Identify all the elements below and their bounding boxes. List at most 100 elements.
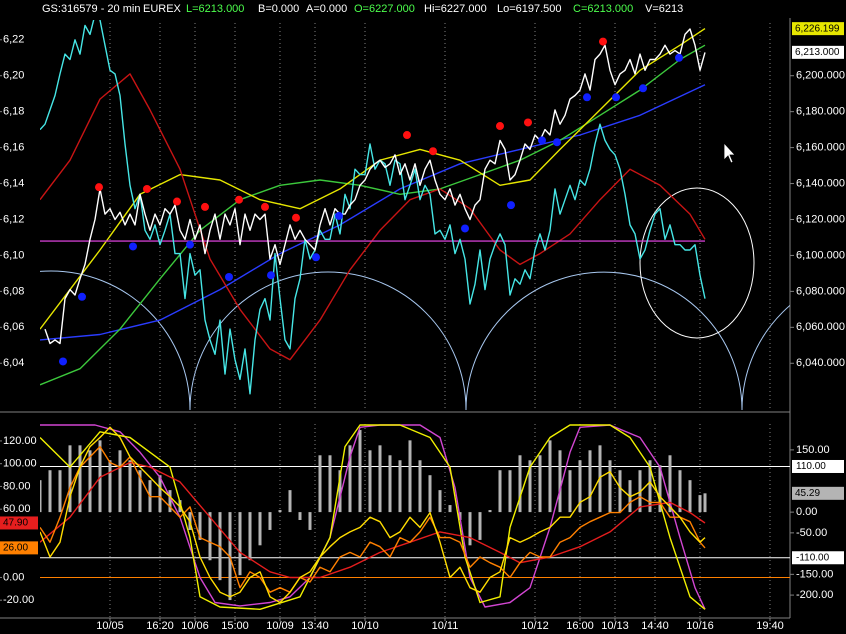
signal-dot: [553, 138, 561, 147]
x-tick-label: 15:00: [221, 620, 249, 632]
y-tick-label: 6,20: [3, 70, 24, 82]
y-tick-label: 6,14: [3, 177, 24, 189]
histogram-bar: [578, 460, 582, 513]
signal-dot: [143, 184, 151, 193]
y-tick-label: 6,22: [3, 34, 24, 46]
series-line: [40, 445, 706, 593]
y2-tick-label: 6,080.000: [796, 285, 845, 297]
histogram-bar: [328, 455, 332, 513]
histogram-bar: [58, 470, 62, 513]
signal-dot: [78, 292, 86, 301]
cycle-arc: [189, 271, 467, 410]
x-tick-label: 19:40: [756, 620, 784, 632]
volume: V=6213: [645, 3, 683, 15]
histogram-bar: [478, 512, 482, 540]
histogram-bar: [538, 455, 542, 513]
histogram-bar: [668, 455, 672, 513]
series-line: [40, 44, 706, 386]
histogram-bar: [288, 490, 292, 513]
histogram-bar: [518, 455, 522, 513]
mouse-cursor: [723, 141, 736, 164]
y-tick-label: 60.00: [3, 503, 31, 515]
cycle-arcs: [40, 270, 790, 410]
x-tick-label: 10/16: [686, 620, 714, 632]
series-line: [40, 461, 706, 579]
histogram-bar: [258, 512, 262, 546]
signal-dot: [583, 93, 591, 102]
y-tick-label: -20.00: [3, 594, 34, 606]
histogram-bar: [428, 475, 432, 513]
signal-dot: [95, 183, 103, 192]
last-value-label: 47.90: [3, 518, 28, 529]
histogram-bar: [48, 470, 52, 513]
panel: [40, 422, 790, 617]
signal-dot: [186, 240, 194, 249]
signal-dot: [292, 213, 300, 222]
last-value-box: [792, 22, 844, 36]
histogram-bar: [40, 480, 42, 513]
histogram-bar: [558, 450, 562, 513]
y-tick-label: 6,08: [3, 285, 24, 297]
histogram-bar: [248, 512, 252, 561]
signal-dot: [429, 147, 437, 156]
histogram-bar: [168, 490, 172, 513]
histogram-bar: [698, 495, 702, 513]
y2-tick-label: 6,100.000: [796, 249, 845, 261]
level-label: -110.00: [796, 552, 830, 563]
y-tick-label: 6,12: [3, 213, 24, 225]
cycle-arc: [465, 271, 743, 410]
histogram-bar: [488, 510, 492, 513]
y2-tick-label: -50.00: [796, 527, 827, 539]
histogram-bar: [498, 470, 502, 513]
x-tick-label: 16:20: [146, 620, 174, 632]
histogram-bar: [678, 470, 682, 513]
x-tick-label: 10/12: [521, 620, 549, 632]
histogram-bar: [158, 475, 162, 513]
level-label-box: [792, 459, 844, 473]
y2-tick-label: -150.00: [796, 568, 833, 580]
histogram-bar: [378, 445, 382, 513]
y2-tick-label: 150.00: [796, 444, 830, 456]
x-tick-label: 10/10: [351, 620, 379, 632]
y-tick-label: 80.00: [3, 480, 31, 492]
signal-dot: [225, 273, 233, 282]
y-tick-label: 6,10: [3, 249, 24, 261]
histogram-bar: [318, 455, 322, 513]
x-tick-label: 13:40: [301, 620, 329, 632]
histogram-bar: [368, 450, 372, 513]
y2-tick-label: 6,160.000: [796, 142, 845, 154]
signal-dot: [524, 118, 532, 127]
signal-dot: [403, 131, 411, 140]
signal-dot: [507, 201, 515, 210]
signal-dot: [59, 357, 67, 366]
histogram-bar: [618, 470, 622, 513]
signal-dot: [173, 197, 181, 206]
series-line: [40, 424, 706, 610]
y2-tick-label: 0.00: [796, 506, 817, 518]
series-line: [40, 20, 706, 395]
signal-dot: [261, 202, 269, 211]
histogram-bar: [568, 470, 572, 513]
histogram-bar: [198, 512, 202, 540]
y-tick-label: 6,06: [3, 321, 24, 333]
last-value-label: 6,213.000: [795, 47, 840, 58]
y2-tick-label: 6,120.000: [796, 213, 845, 225]
y2-tick-label: 6,060.000: [796, 321, 845, 333]
histogram-bar: [128, 460, 132, 513]
histogram-bar: [648, 460, 652, 513]
level-label: 110.00: [796, 461, 826, 472]
histogram-bar: [688, 480, 692, 513]
y-tick-label: 100.00: [3, 458, 37, 470]
y2-tick-label: 6,200.000: [796, 70, 845, 82]
x-tick-label: 10/13: [601, 620, 629, 632]
last-value-label: 26.00: [3, 543, 28, 554]
y-tick-label: 0.00: [3, 571, 24, 583]
histogram-bar: [703, 493, 707, 513]
last-value-label: 6,226.199: [795, 23, 840, 34]
signal-dot: [538, 136, 546, 145]
series-line: [40, 426, 706, 604]
y2-tick-label: 6,040.000: [796, 357, 845, 369]
